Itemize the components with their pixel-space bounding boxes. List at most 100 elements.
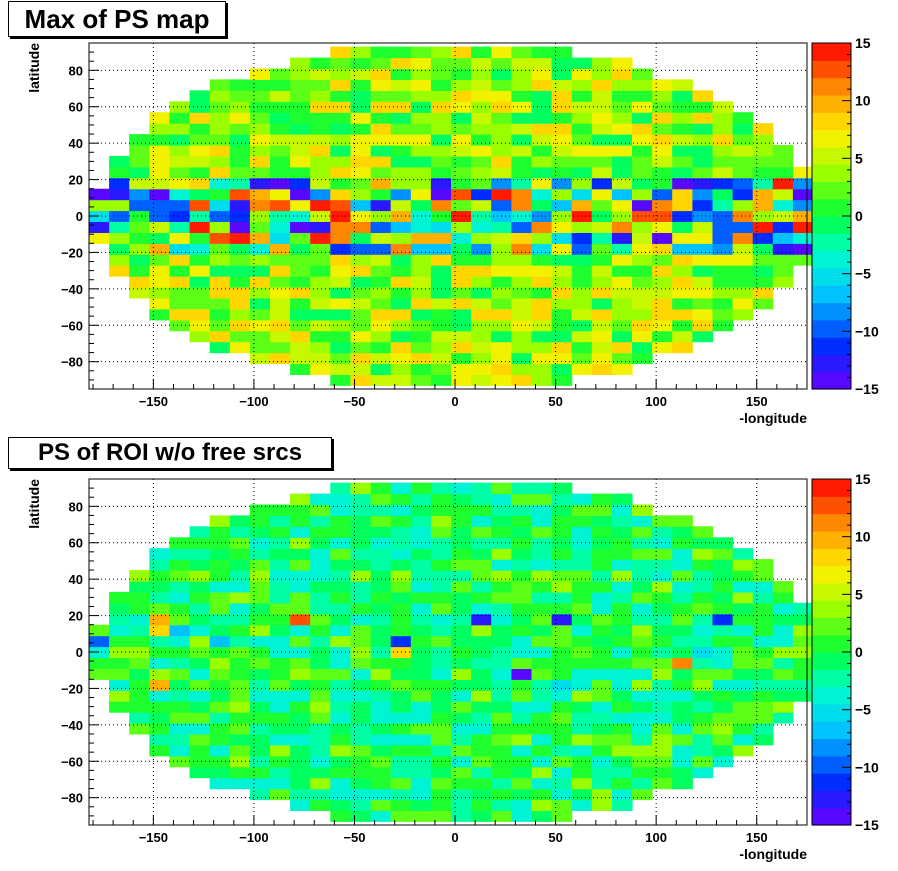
heatmap-cell xyxy=(229,90,251,102)
heatmap-cell xyxy=(652,319,673,332)
heatmap-cell xyxy=(652,90,673,102)
heatmap-cell xyxy=(511,155,533,168)
heatmap-cell xyxy=(350,602,372,615)
heatmap-cell xyxy=(571,79,593,91)
heatmap-cell xyxy=(229,265,251,277)
heatmap-cell xyxy=(229,515,251,527)
heatmap-cell xyxy=(270,788,291,801)
heatmap-cell xyxy=(591,788,613,801)
heatmap-cell xyxy=(672,570,693,582)
heatmap-cell xyxy=(491,777,512,790)
heatmap-cell xyxy=(290,548,311,560)
heatmap-cell xyxy=(571,68,593,80)
heatmap-cell xyxy=(310,526,331,538)
heatmap-cell xyxy=(209,265,231,277)
heatmap-cell xyxy=(189,635,211,648)
heatmap-cell xyxy=(451,723,472,735)
heatmap-cell xyxy=(310,243,331,255)
heatmap-cell xyxy=(571,210,593,222)
heatmap-cell xyxy=(290,559,311,571)
heatmap-cell xyxy=(571,591,593,604)
heatmap-cell xyxy=(350,570,372,582)
heatmap-cell xyxy=(350,352,372,365)
heatmap-cell xyxy=(471,155,492,168)
heatmap-cell xyxy=(350,548,372,560)
heatmap-cell xyxy=(370,581,392,593)
heatmap-cell xyxy=(451,744,472,757)
heatmap-cell xyxy=(491,712,512,724)
heatmap-cell xyxy=(752,668,774,680)
heatmap-cell xyxy=(89,624,110,637)
heatmap-cell xyxy=(471,559,492,571)
heatmap-cell xyxy=(270,744,291,757)
heatmap-cell xyxy=(571,646,593,658)
heatmap-cell xyxy=(270,701,291,713)
heatmap-cell xyxy=(491,297,512,310)
heatmap-cell xyxy=(249,613,271,626)
heatmap-cell xyxy=(511,221,533,233)
heatmap-cell xyxy=(270,657,291,669)
heatmap-cell xyxy=(350,341,372,354)
heatmap-cell xyxy=(209,145,231,157)
heatmap-cell xyxy=(310,755,331,768)
heatmap-cell xyxy=(430,701,452,713)
y-tick-label: 20 xyxy=(69,609,83,624)
heatmap-cell xyxy=(652,265,673,277)
heatmap-cell xyxy=(551,810,573,822)
heatmap-cell xyxy=(310,254,331,266)
heatmap-cell xyxy=(511,515,533,527)
y-tick-label: −20 xyxy=(61,681,83,696)
heatmap-cell xyxy=(410,177,432,190)
heatmap-cell xyxy=(692,101,714,113)
y-tick-label: −40 xyxy=(61,718,83,733)
heatmap-cell xyxy=(430,145,452,157)
heatmap-cell xyxy=(310,679,331,691)
heatmap-cell xyxy=(732,581,754,593)
heatmap-cell xyxy=(531,308,553,321)
heatmap-cell xyxy=(410,777,432,790)
heatmap-cell xyxy=(531,123,553,135)
heatmap-cell xyxy=(571,493,593,506)
heatmap-cell xyxy=(129,243,150,255)
heatmap-cell xyxy=(229,613,251,626)
heatmap-cell xyxy=(451,199,472,212)
heatmap-cell xyxy=(330,199,351,212)
heatmap-cell xyxy=(611,613,633,626)
heatmap-cell xyxy=(209,79,231,91)
heatmap-cell xyxy=(410,668,432,680)
heatmap-cell xyxy=(330,341,351,354)
heatmap-cell xyxy=(229,79,251,91)
heatmap-cell xyxy=(390,276,412,288)
heatmap-cell xyxy=(169,690,191,702)
heatmap-cell xyxy=(370,123,392,135)
heatmap-cell xyxy=(270,646,291,658)
heatmap-cell xyxy=(672,221,693,233)
heatmap-cell xyxy=(672,701,693,713)
heatmap-cell xyxy=(591,232,613,244)
heatmap-cell xyxy=(531,482,553,495)
heatmap-cell xyxy=(591,777,613,790)
heatmap-cell xyxy=(471,254,492,266)
heatmap-cell xyxy=(129,177,150,190)
heatmap-cell xyxy=(209,276,231,288)
heatmap-cell xyxy=(370,166,392,179)
heatmap-cell xyxy=(310,668,331,680)
heatmap-cell xyxy=(571,308,593,321)
heatmap-cell xyxy=(632,166,653,179)
heatmap-cell xyxy=(652,723,673,735)
heatmap-cell xyxy=(129,570,150,582)
heatmap-cell xyxy=(270,112,291,124)
heatmap-cell xyxy=(752,166,774,179)
heatmap-cell xyxy=(471,232,492,244)
heatmap-cell xyxy=(350,810,372,822)
heatmap-cell xyxy=(531,591,553,604)
heatmap-cell xyxy=(491,374,512,386)
heatmap-cell xyxy=(772,199,794,212)
heatmap-cell xyxy=(451,504,472,516)
heatmap-cell xyxy=(451,68,472,80)
heatmap-cell xyxy=(752,265,774,277)
heatmap-cell xyxy=(772,613,794,626)
heatmap-cell xyxy=(451,799,472,811)
heatmap-cell xyxy=(330,788,351,801)
heatmap-cell xyxy=(129,210,150,222)
